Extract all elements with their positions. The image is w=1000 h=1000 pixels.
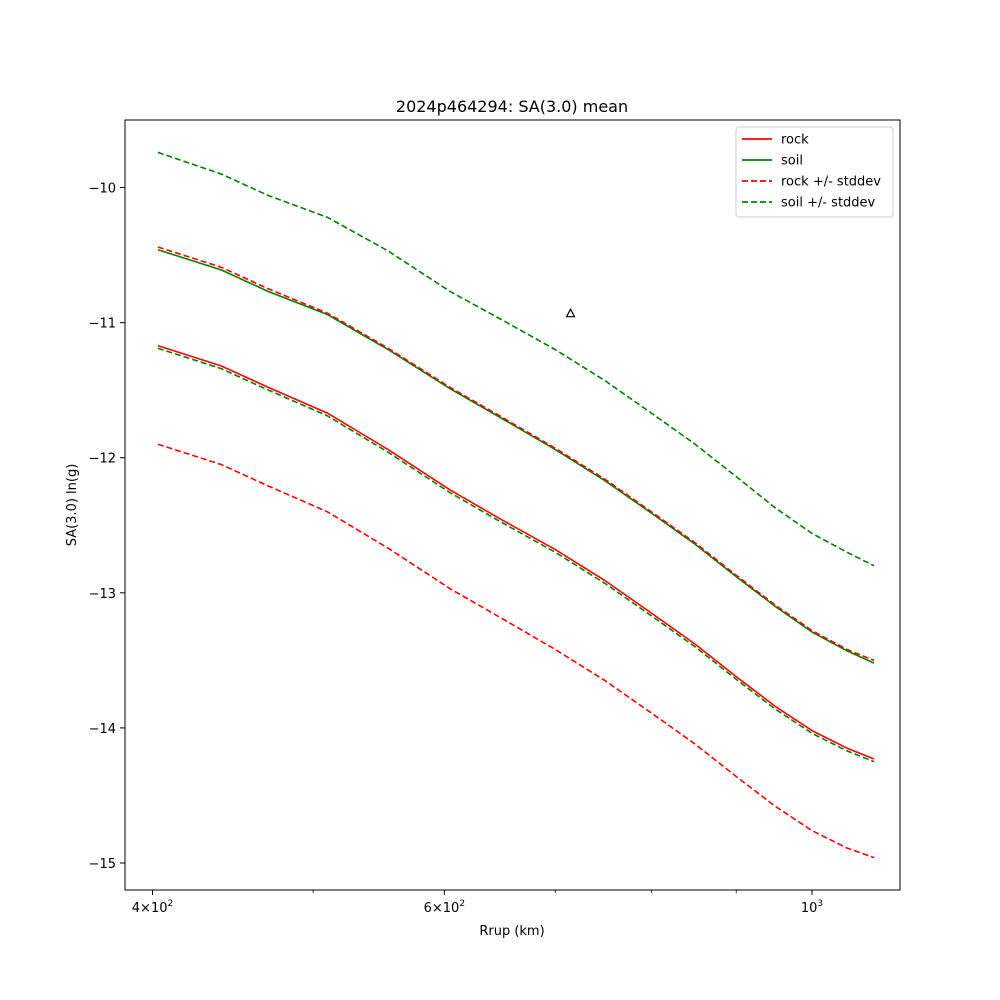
- y-axis-label: SA(3.0) ln(g): [65, 464, 80, 547]
- x-tick-label-1: 6×102: [424, 899, 465, 916]
- legend-box: [735, 126, 894, 218]
- plot-area: [124, 119, 901, 891]
- x-axis: 4×102 6×102 103: [132, 890, 823, 916]
- x-tick-label-0: 4×102: [132, 899, 173, 916]
- y-tick-label-2: −13: [89, 587, 116, 602]
- series-line-5: [157, 347, 875, 763]
- series-line-4: [157, 151, 875, 567]
- series-line-3: [157, 246, 875, 662]
- legend-label-0: rock: [781, 133, 809, 148]
- legend-label-2: rock +/- stddev: [781, 175, 881, 190]
- x-axis-label: Rrup (km): [479, 924, 544, 939]
- legend-label-1: soil: [781, 154, 803, 169]
- series-line-1: [157, 248, 875, 664]
- y-tick-label-3: −12: [89, 452, 116, 467]
- series-line-0: [157, 344, 875, 760]
- chart-title: 2024p464294: SA(3.0) mean: [396, 97, 628, 116]
- y-tick-label-0: −15: [89, 857, 116, 872]
- x-tick-label-2: 103: [801, 899, 823, 916]
- observation-marker: [565, 307, 576, 318]
- plot-frame: [124, 119, 901, 891]
- legend: rock soil rock +/- stddev soil +/- stddev: [735, 126, 894, 218]
- series-line-2: [157, 443, 875, 859]
- legend-label-3: soil +/- stddev: [781, 196, 876, 211]
- y-tick-label-1: −14: [89, 722, 116, 737]
- y-tick-label-4: −11: [89, 317, 116, 332]
- y-tick-label-5: −10: [89, 182, 116, 197]
- y-axis: −15 −14 −13 −12 −11 −10: [89, 182, 125, 872]
